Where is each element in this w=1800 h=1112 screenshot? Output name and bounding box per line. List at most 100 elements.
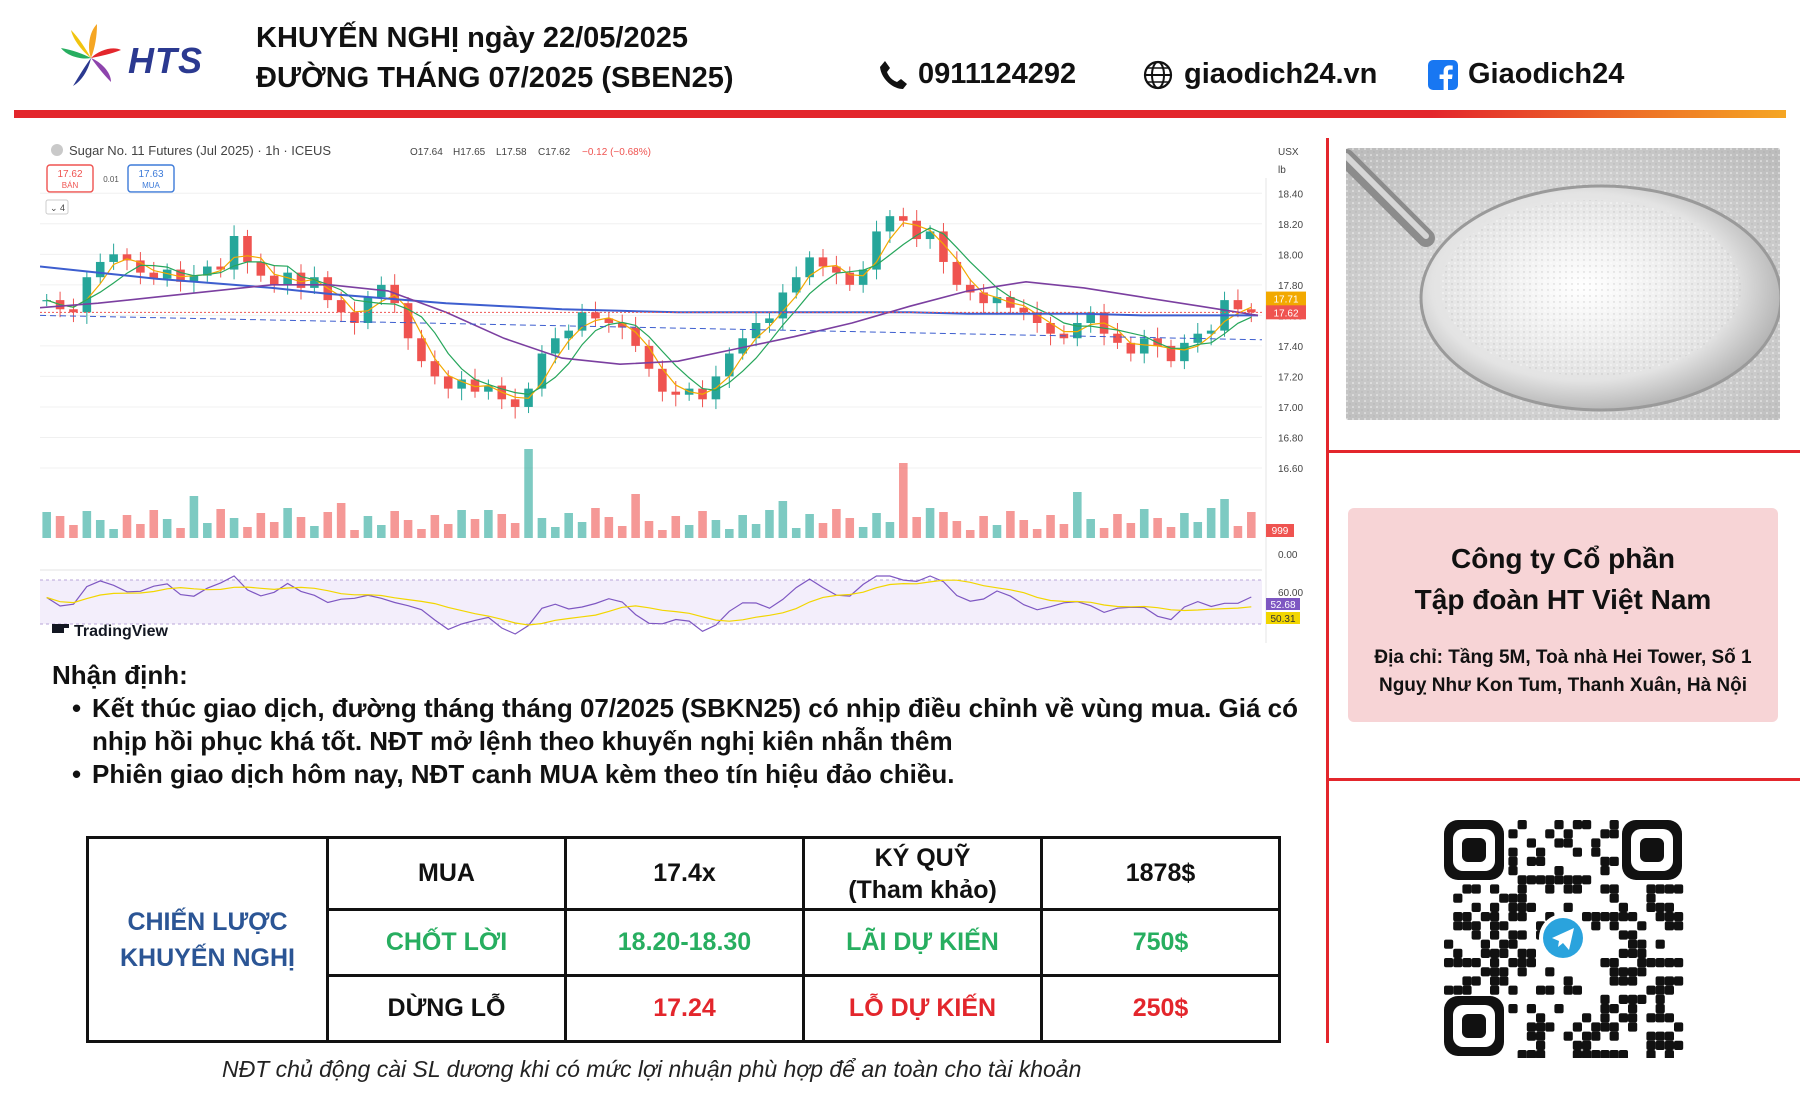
volume-bar: [1247, 512, 1256, 538]
website-contact[interactable]: giaodich24.vn: [1142, 58, 1377, 91]
candle: [805, 257, 814, 278]
y-tick-label: 17.20: [1278, 372, 1303, 383]
candle: [149, 272, 159, 279]
volume-bar: [283, 508, 292, 538]
facebook-icon: [1428, 59, 1458, 90]
candle: [551, 338, 560, 354]
candle: [109, 254, 118, 262]
candle: [1153, 338, 1162, 346]
rsi-signal-badge: 50.31: [1270, 614, 1295, 625]
volume-bar: [591, 508, 600, 538]
volume-bar: [403, 520, 413, 538]
volume-bar: [95, 520, 105, 538]
volume-bar: [537, 518, 547, 538]
volume-bar: [1180, 513, 1189, 538]
volume-bar: [1113, 514, 1122, 538]
candle: [484, 385, 493, 392]
facebook-contact[interactable]: Giaodich24: [1428, 58, 1624, 91]
volume-bar: [510, 523, 520, 538]
symbol-icon: [51, 144, 63, 156]
candle: [818, 257, 828, 267]
candle: [1139, 338, 1149, 354]
telegram-qr-code[interactable]: [1442, 818, 1684, 1060]
volume-bar: [912, 517, 921, 538]
entry-price: 17.4x: [564, 836, 805, 911]
volume-bar: [979, 516, 988, 538]
sell-price[interactable]: 17.62: [57, 169, 82, 180]
candle: [992, 297, 1002, 304]
strategy-table: CHIẾN LƯỢC KHUYẾN NGHỊ MUA 17.4x KÝ QUỸ …: [86, 836, 1281, 1043]
volume-bar: [725, 529, 734, 538]
currency-label[interactable]: USX: [1278, 147, 1299, 158]
volume-bar: [1046, 515, 1055, 538]
page-title: KHUYẾN NGHỊ ngày 22/05/2025: [256, 22, 688, 54]
sugar-image: [1346, 148, 1780, 420]
ohlc-close: C17.62: [538, 147, 571, 158]
take-profit-action: CHỐT LỜI: [326, 908, 567, 977]
last-price-badge-bg: [1266, 305, 1306, 320]
candle: [791, 277, 801, 293]
volume-bar: [269, 522, 279, 538]
candle: [1086, 312, 1095, 323]
phone-contact[interactable]: 0911124292: [878, 58, 1076, 91]
strategy-label-line-1: CHIẾN LƯỢC: [127, 907, 288, 936]
stop-loss-price: 17.24: [564, 974, 805, 1043]
candle: [310, 277, 319, 288]
volume-bar: [229, 518, 239, 538]
volume-bar: [136, 524, 145, 538]
volume-bar: [791, 528, 801, 538]
margin-label-line-2: (Tham khảo): [848, 875, 997, 904]
candle: [403, 303, 413, 339]
volume-bar: [577, 522, 587, 538]
candle: [845, 272, 855, 285]
analysis-bullet: Kết thúc giao dịch, đường tháng tháng 07…: [72, 692, 1317, 758]
volume-bar: [858, 527, 868, 538]
volume-bar: [122, 515, 132, 538]
rsi-signal-badge-bg: [1266, 612, 1300, 624]
ma-mid-line: [40, 280, 1259, 366]
volume-bar: [470, 519, 480, 538]
volume-bar: [684, 525, 694, 538]
logo-text: HTS: [128, 40, 203, 81]
candle: [725, 353, 734, 377]
buy-price[interactable]: 17.63: [138, 169, 163, 180]
volume-bar: [564, 513, 573, 538]
company-address: Địa chỉ: Tầng 5M, Toà nhà Hei Tower, Số …: [1348, 644, 1778, 700]
volume-bar: [631, 494, 640, 538]
volume-bar: [617, 526, 627, 538]
indicator-toggle[interactable]: ⌄ 4: [45, 199, 69, 215]
facebook-page: Giaodich24: [1468, 58, 1625, 90]
qr-finder-top-left: [1444, 820, 1504, 880]
globe-icon: [1143, 60, 1173, 89]
candle: [1166, 345, 1176, 362]
candle: [1073, 323, 1082, 339]
candle: [577, 312, 587, 331]
sell-buy-widget[interactable]: 17.62 BÁN 0.01 17.63 MUA: [46, 164, 175, 193]
volume-bar: [698, 511, 707, 538]
candle: [885, 216, 895, 232]
candle: [872, 231, 881, 270]
volume-bar: [778, 501, 788, 538]
currency-selector[interactable]: USX lb: [1278, 147, 1299, 176]
stop-loss-action: DỪNG LỖ: [326, 974, 567, 1043]
candle: [979, 292, 988, 304]
ma-short-line: [46, 222, 1252, 399]
volume-bar: [457, 510, 466, 538]
candle: [899, 216, 908, 221]
volume-bar: [82, 511, 92, 538]
page-subtitle: ĐƯỜNG THÁNG 07/2025 (SBEN25): [256, 62, 734, 94]
unit-label[interactable]: lb: [1278, 165, 1286, 176]
volume-bar: [1059, 524, 1069, 538]
margin-value: 1878$: [1040, 836, 1281, 911]
candle: [363, 297, 373, 323]
website-link: giaodich24.vn: [1184, 58, 1378, 90]
candle: [617, 323, 627, 328]
rsi-value-badge: 52.68: [1270, 600, 1295, 611]
candle: [765, 318, 774, 323]
last-price-badge: 17.62: [1273, 308, 1298, 319]
footnote: NĐT chủ động cài SL dương khi có mức lợi…: [222, 1056, 1082, 1082]
candle: [457, 379, 466, 389]
volume-bar: [1099, 528, 1109, 538]
tradingview-watermark: TradingView: [52, 623, 169, 640]
rsi-badge-bg: [1266, 598, 1300, 610]
